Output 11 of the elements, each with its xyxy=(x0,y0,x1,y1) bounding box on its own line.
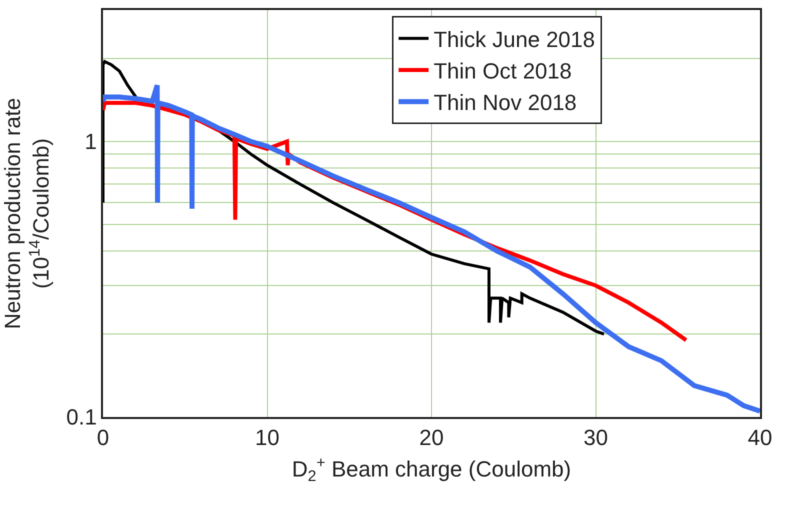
x-tick-label: 10 xyxy=(255,425,280,450)
x-tick-label: 40 xyxy=(748,425,772,450)
y-tick-label: 1 xyxy=(84,129,97,154)
x-tick-label: 30 xyxy=(584,425,608,450)
x-tick-label: 0 xyxy=(96,425,110,450)
legend-label: Thin Nov 2018 xyxy=(434,90,577,116)
legend-label: Thick June 2018 xyxy=(434,26,596,52)
x-tick-label: 20 xyxy=(419,425,444,450)
y-tick-label: 0.1 xyxy=(66,404,97,430)
legend-label: Thin Oct 2018 xyxy=(434,58,572,84)
x-axis-title: D$_{2}$$^{+}$ Beam charge (Coulomb) xyxy=(292,454,572,486)
